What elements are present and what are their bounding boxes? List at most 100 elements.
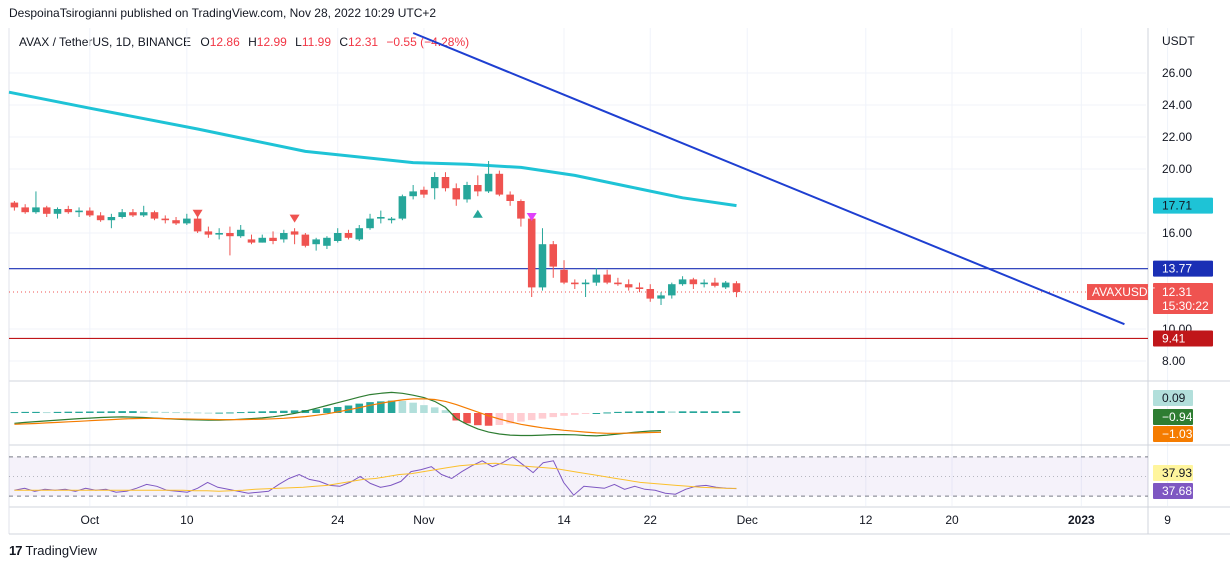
signal-marker-down [526,213,537,221]
macd-hist-bar [32,411,40,413]
macd-hist-bar [549,413,558,418]
candle [10,201,19,211]
candle-body [387,218,396,221]
candle [161,215,170,224]
signal-markers [192,209,537,223]
candle [301,233,310,248]
low-value: 11.99 [301,35,331,49]
candle-body [247,239,256,243]
ohlc-legend: AVAX / TetherUS, 1D, BINANCE O12.86 H12.… [19,35,474,49]
macd-line-tag: −0.94 [1162,410,1193,424]
candle [64,205,73,214]
candle [355,225,364,241]
candle-body [355,228,364,240]
macd-hist-bar [204,412,213,414]
macd-hist-bar [42,412,51,414]
macd-hist-bar [484,413,493,426]
rsi-ma-tag: 37.93 [1162,466,1192,480]
macd-hist-bar [506,413,514,424]
candle [420,186,428,198]
time-tick-label: 9 [1164,513,1171,527]
candle [646,284,655,302]
candle [560,260,568,285]
candle-body [290,231,299,235]
candle [581,279,590,297]
candle-body [560,269,568,283]
candle [42,205,51,217]
moving-average-line [8,90,737,208]
overlay-lines [8,32,1148,340]
tradingview-brand[interactable]: 17 TradingView [9,543,97,558]
macd-hist-bar [64,411,73,413]
price-axis[interactable]: USDT26.0024.0022.0020.0016.0010.008.0017… [1087,34,1213,499]
candle [441,172,450,192]
candle-body [107,217,116,221]
candle [592,268,601,286]
price-tick-label: 26.00 [1162,66,1192,80]
trendline [412,32,1125,326]
candle [668,282,676,299]
candle-body [517,201,525,219]
candle-body [86,210,94,216]
candle-body [635,287,644,289]
candle-body [571,282,579,285]
macd-hist-bar [560,413,568,416]
macd-hist-bar [441,410,450,413]
current-price-tag-bg [1153,283,1213,315]
time-tick-label: Dec [737,513,758,527]
pane-separators [8,28,1230,535]
close-value: 12.31 [348,35,379,49]
candle-body [21,207,29,213]
time-tick-label: 24 [331,513,345,527]
candle-body [161,218,170,221]
candle [657,292,665,305]
macd-hist-bar [247,411,256,413]
candle-body [441,177,450,189]
change-value: −0.55 (−4.28%) [386,35,470,49]
candle-body [344,233,353,238]
candle-body [269,237,277,241]
rsi-value-tag: 37.68 [1162,484,1192,498]
candle-body [657,295,665,299]
macd-hist-bar [96,411,105,413]
macd-hist-bar [409,402,417,413]
macd-hist-bar [280,410,288,413]
candle-body [484,173,493,192]
macd-hist-bar [86,411,94,413]
macd-hist-bar [463,413,471,424]
time-tick-label: 2023 [1068,513,1095,527]
macd-hist-bar [614,411,622,413]
candle-body [333,233,342,241]
macd-hist-bar [592,413,601,414]
candle-body [614,282,622,285]
price-tick-label: 24.00 [1162,98,1192,112]
macd-hist-bar [107,411,116,413]
macd-hist-tag-bg [1153,390,1193,406]
candle-body [150,212,159,219]
candle [139,205,148,217]
time-tick-label: 14 [557,513,571,527]
candle-body [668,284,676,296]
candle-body [581,282,590,285]
macd-line [14,391,662,437]
candle-body [678,279,687,285]
symbol-label[interactable]: AVAX / TetherUS, 1D, BINANCE [19,35,192,49]
candle-body [398,196,407,219]
candle-body [204,231,213,235]
macd-hist-bar [75,411,83,413]
candle-body [118,212,126,217]
open-key: O [200,35,210,49]
candle-body [183,218,191,224]
candle-body [258,237,267,243]
signal-marker-down [289,214,300,223]
macd-hist-bar [118,411,126,413]
macd-hist-bar [527,413,536,421]
candle [430,172,439,200]
rsi-band-fill [9,456,1148,497]
time-axis[interactable]: Oct 10 24 Nov 14 22 Dec 12 20 2023 9 [80,513,1171,527]
time-tick-label: Oct [80,513,99,527]
candle [366,213,374,230]
candle-body [323,237,331,246]
macd-hist-bar [538,413,547,419]
